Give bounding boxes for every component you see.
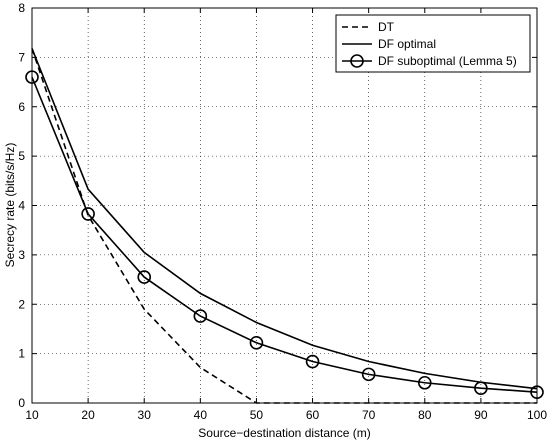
x-axis-label: Source−destination distance (m): [198, 426, 370, 440]
x-tick-label: 100: [527, 408, 547, 422]
legend: DT DF optimal DF suboptimal (Lemma 5): [335, 14, 531, 73]
series-point: [193, 309, 208, 323]
x-tick-label: 90: [474, 408, 488, 422]
y-tick-label: 2: [18, 297, 25, 311]
y-tick-label: 0: [18, 396, 25, 410]
y-tick-label: 4: [18, 199, 25, 213]
legend-label: DT: [378, 20, 395, 34]
series-point: [417, 375, 432, 390]
tick-marks: [31, 7, 538, 404]
x-tick-label: 20: [81, 408, 95, 422]
series-point: [361, 367, 376, 382]
series-line: [31, 48, 538, 390]
series-point: [137, 270, 152, 284]
x-tick-label: 80: [418, 408, 432, 422]
y-tick-label: 3: [18, 248, 25, 262]
series-line: [31, 76, 538, 393]
legend-label: DF optimal: [378, 37, 436, 51]
y-tick-label: 8: [18, 1, 25, 15]
series-point: [81, 207, 95, 221]
series-1: [31, 48, 538, 390]
series-point: [249, 335, 264, 350]
legend-label: DF suboptimal (Lemma 5): [378, 54, 517, 68]
y-tick-label: 5: [18, 149, 25, 163]
x-tick-label: 50: [250, 408, 264, 422]
y-tick-label: 6: [18, 100, 25, 114]
tick-labels: 10 20 30 40 50 60 70 80 90 100 0 1 2 3 4 5 6 7 8: [18, 1, 547, 422]
x-tick-label: 30: [138, 408, 152, 422]
legend-marker: [350, 54, 364, 68]
y-tick-label: 1: [18, 347, 25, 361]
series-point: [474, 381, 488, 395]
y-axis-label: Secrecy rate (bits/s/Hz): [3, 143, 17, 268]
x-tick-label: 70: [362, 408, 376, 422]
x-tick-label: 10: [25, 408, 39, 422]
series-point: [305, 354, 320, 369]
x-tick-label: 40: [194, 408, 208, 422]
y-tick-label: 7: [18, 50, 25, 64]
x-tick-label: 60: [306, 408, 320, 422]
